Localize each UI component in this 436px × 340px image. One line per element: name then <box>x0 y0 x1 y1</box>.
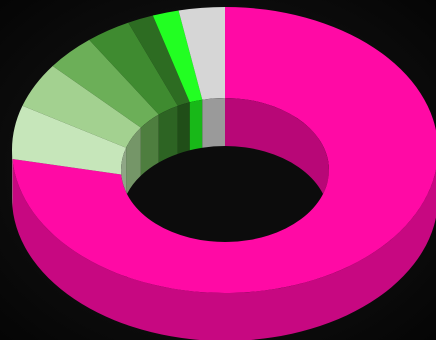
donut-slice <box>89 22 178 115</box>
inner-wall <box>189 99 203 151</box>
plot <box>11 7 436 340</box>
donut-slice <box>52 39 159 128</box>
inner-walls <box>121 98 329 218</box>
outer-wall <box>12 158 436 340</box>
donut-slice <box>22 65 141 148</box>
donut-slice <box>128 15 190 106</box>
inner-wall <box>158 105 178 163</box>
donut-slice <box>152 10 203 103</box>
inner-wall <box>140 114 159 176</box>
donut-slice <box>12 7 436 293</box>
donut-slice <box>178 7 225 100</box>
inner-wall <box>225 98 329 218</box>
inner-wall <box>202 98 225 148</box>
inner-wall <box>126 127 141 196</box>
inner-wall <box>177 102 190 154</box>
donut-slice <box>11 105 127 175</box>
